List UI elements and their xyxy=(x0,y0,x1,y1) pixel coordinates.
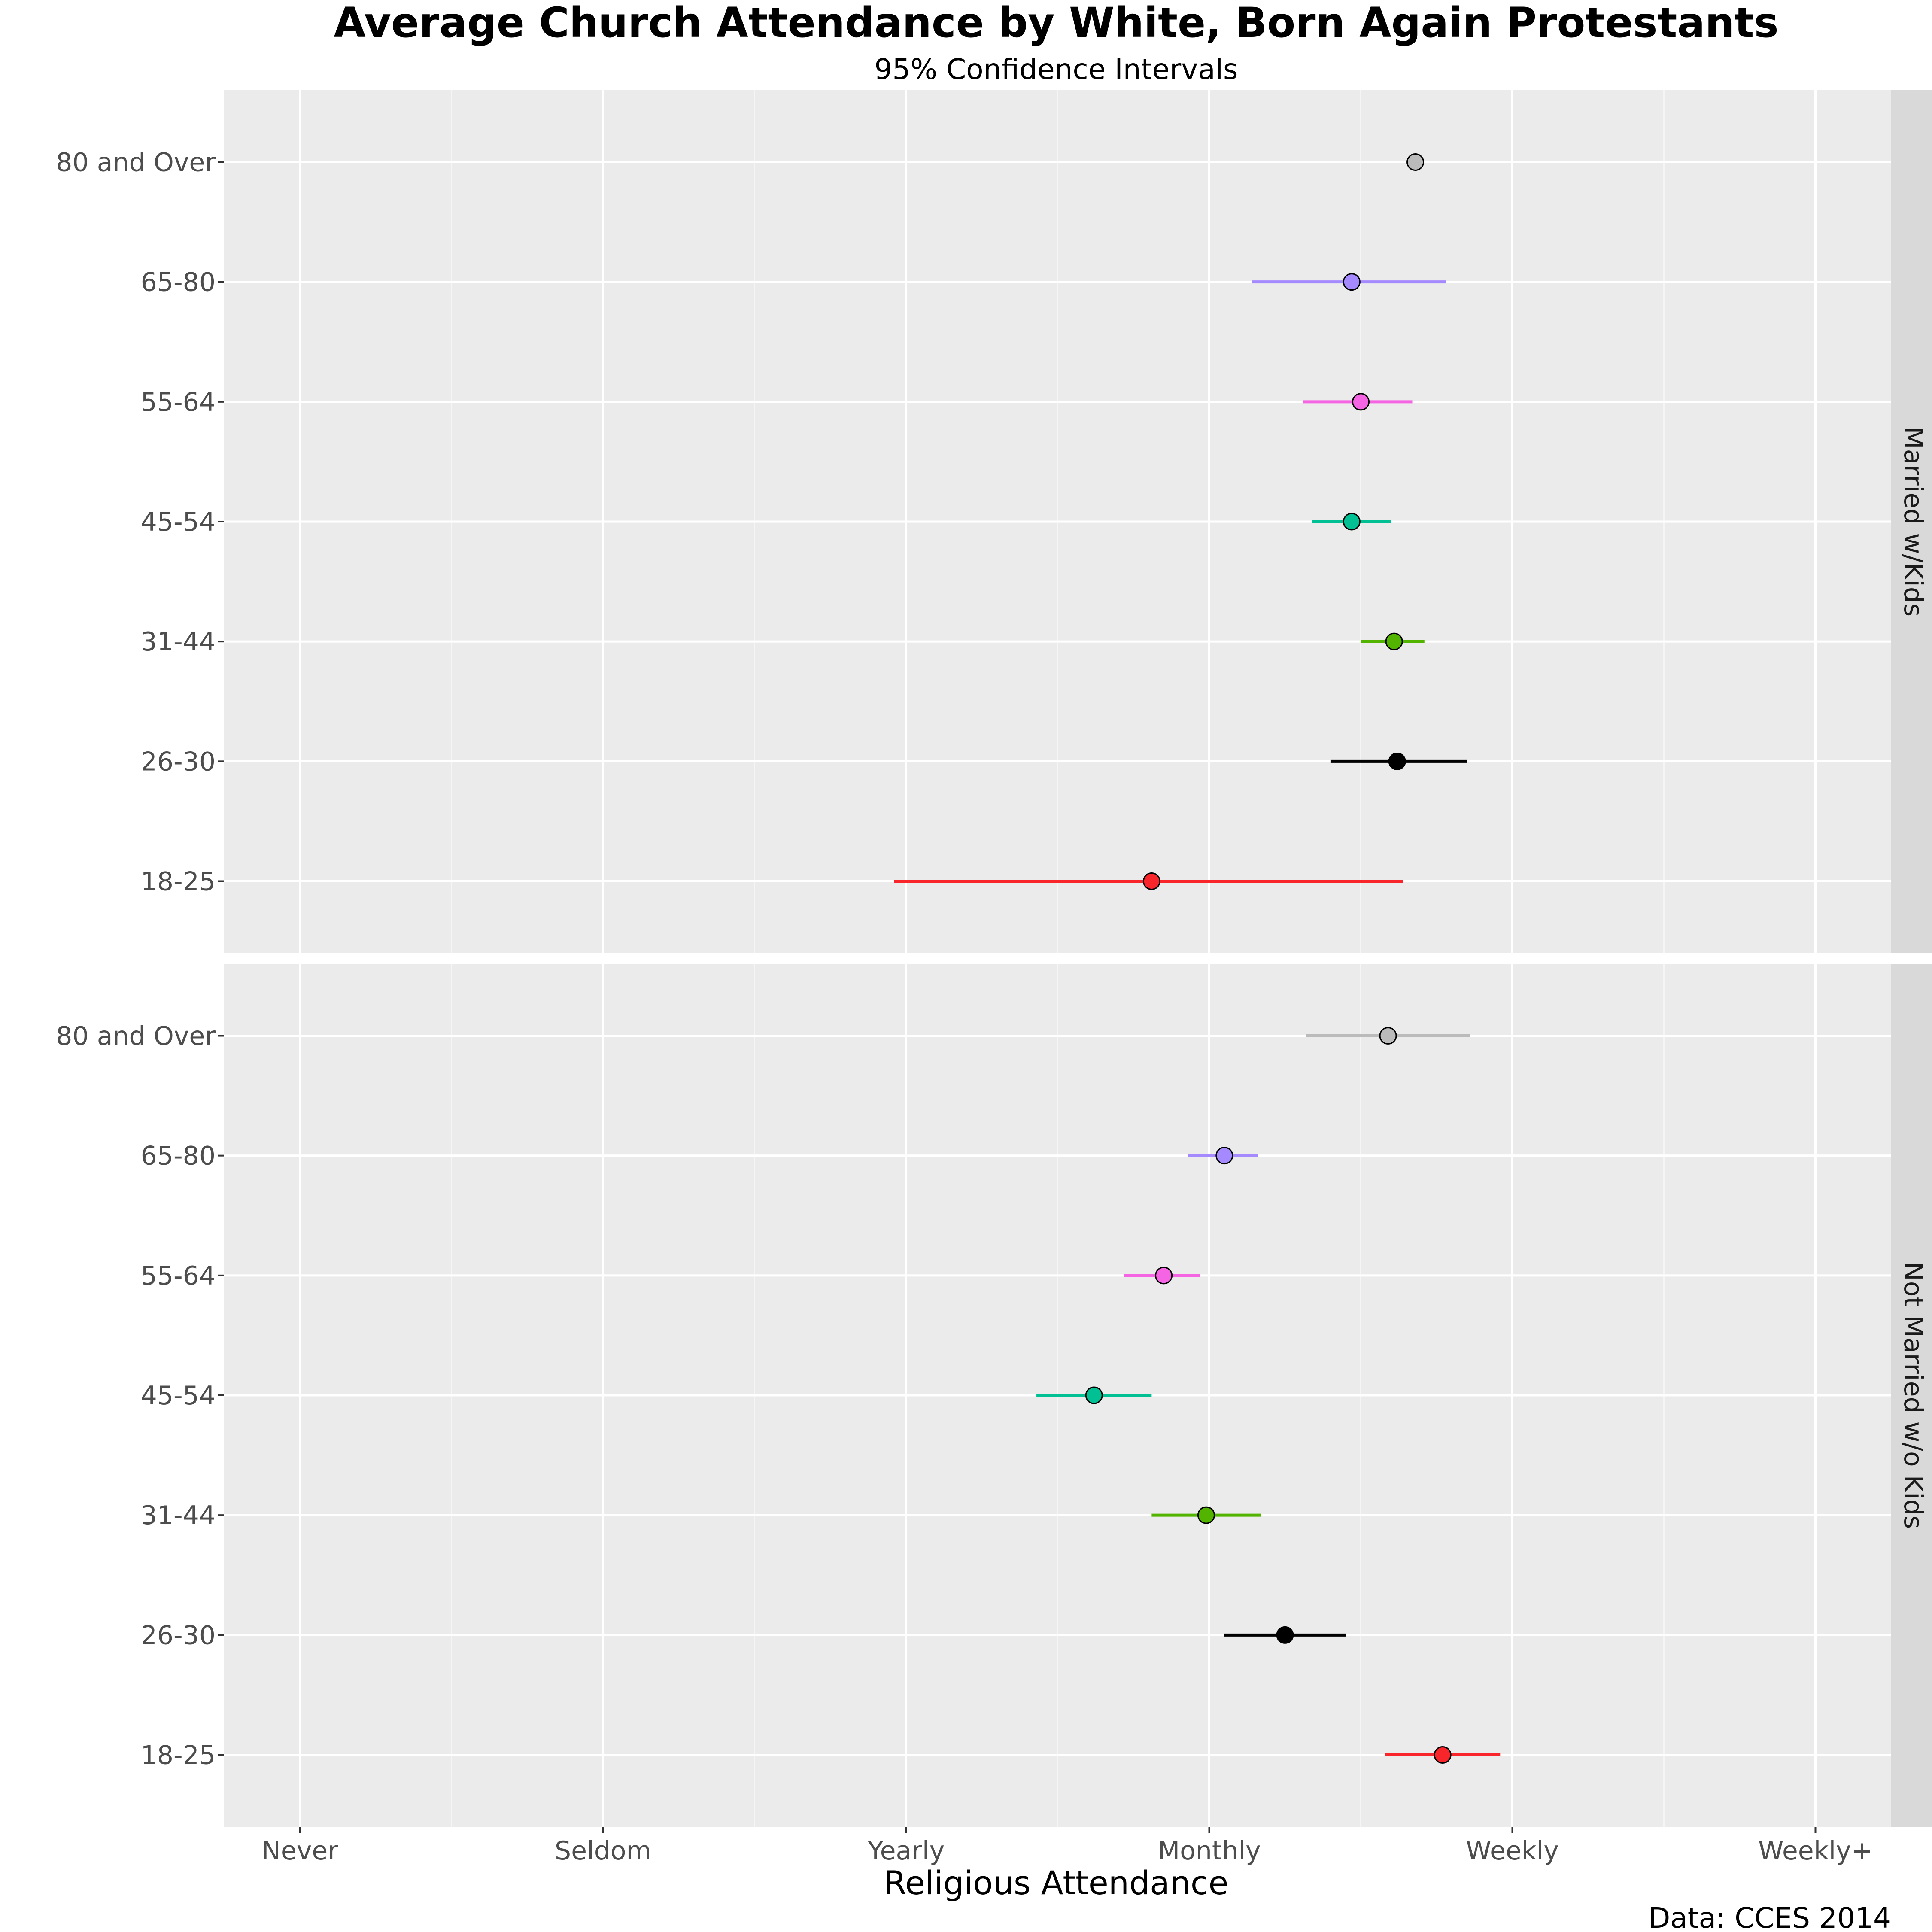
plot-area: 18-25 26-30 31-44 45-54 55-64 65-80 80 and Ove… xyxy=(56,90,1932,1866)
y-tick-label: 18-25 xyxy=(141,867,216,897)
y-tick-label: 45-54 xyxy=(141,1381,216,1411)
x-tick-label: Weekly+ xyxy=(1758,1836,1873,1866)
y-tick-label: 80 and Over xyxy=(56,148,216,178)
data-point xyxy=(1388,752,1406,770)
y-tick-label: 65-80 xyxy=(141,267,216,298)
x-tick-label: Seldom xyxy=(555,1836,651,1866)
data-point xyxy=(1155,1267,1173,1285)
data-point xyxy=(1142,872,1160,890)
facet-strip-label: Not Married w/o Kids xyxy=(1898,1262,1928,1529)
chart-subtitle: 95% Confidence Intervals xyxy=(875,53,1238,86)
caption: Data: CCES 2014 xyxy=(1648,1902,1891,1932)
y-tick-label: 31-44 xyxy=(141,1501,216,1531)
chart-title: Average Church Attendance by White, Born… xyxy=(334,0,1778,47)
y-tick-label: 55-64 xyxy=(141,387,216,417)
data-point xyxy=(1352,393,1370,411)
data-point xyxy=(1385,632,1403,650)
data-point xyxy=(1343,273,1361,291)
x-tick-label: Weekly xyxy=(1466,1836,1559,1866)
panel-1: 18-25 26-30 31-44 45-54 55-64 65-80 80 and Ove… xyxy=(56,90,1932,953)
y-tick-label: 55-64 xyxy=(141,1261,216,1291)
data-point xyxy=(1276,1626,1294,1644)
data-point xyxy=(1343,513,1361,531)
facet-strip-label: Married w/Kids xyxy=(1898,427,1928,617)
facet-strip xyxy=(1891,964,1932,1827)
x-tick-label: Yearly xyxy=(867,1836,945,1866)
data-point xyxy=(1434,1746,1452,1764)
x-axis-title: Religious Attendance xyxy=(884,1864,1229,1902)
y-tick-label: 31-44 xyxy=(141,627,216,657)
y-tick-label: 26-30 xyxy=(141,1620,216,1650)
data-point xyxy=(1215,1147,1233,1165)
y-tick-label: 18-25 xyxy=(141,1741,216,1771)
y-tick-label: 65-80 xyxy=(141,1141,216,1171)
data-point xyxy=(1379,1027,1397,1045)
data-point xyxy=(1197,1506,1215,1524)
panel-2: 18-25 26-30 31-44 45-54 55-64 65-80 80 and Ove… xyxy=(56,964,1932,1827)
data-point xyxy=(1406,153,1425,171)
facet-strip xyxy=(1891,90,1932,953)
y-tick-label: 45-54 xyxy=(141,507,216,537)
data-point xyxy=(1085,1386,1103,1404)
x-tick-label: Monthly xyxy=(1157,1836,1261,1866)
x-tick-label: Never xyxy=(261,1836,338,1866)
y-tick-label: 80 and Over xyxy=(56,1021,216,1051)
y-tick-label: 26-30 xyxy=(141,747,216,777)
